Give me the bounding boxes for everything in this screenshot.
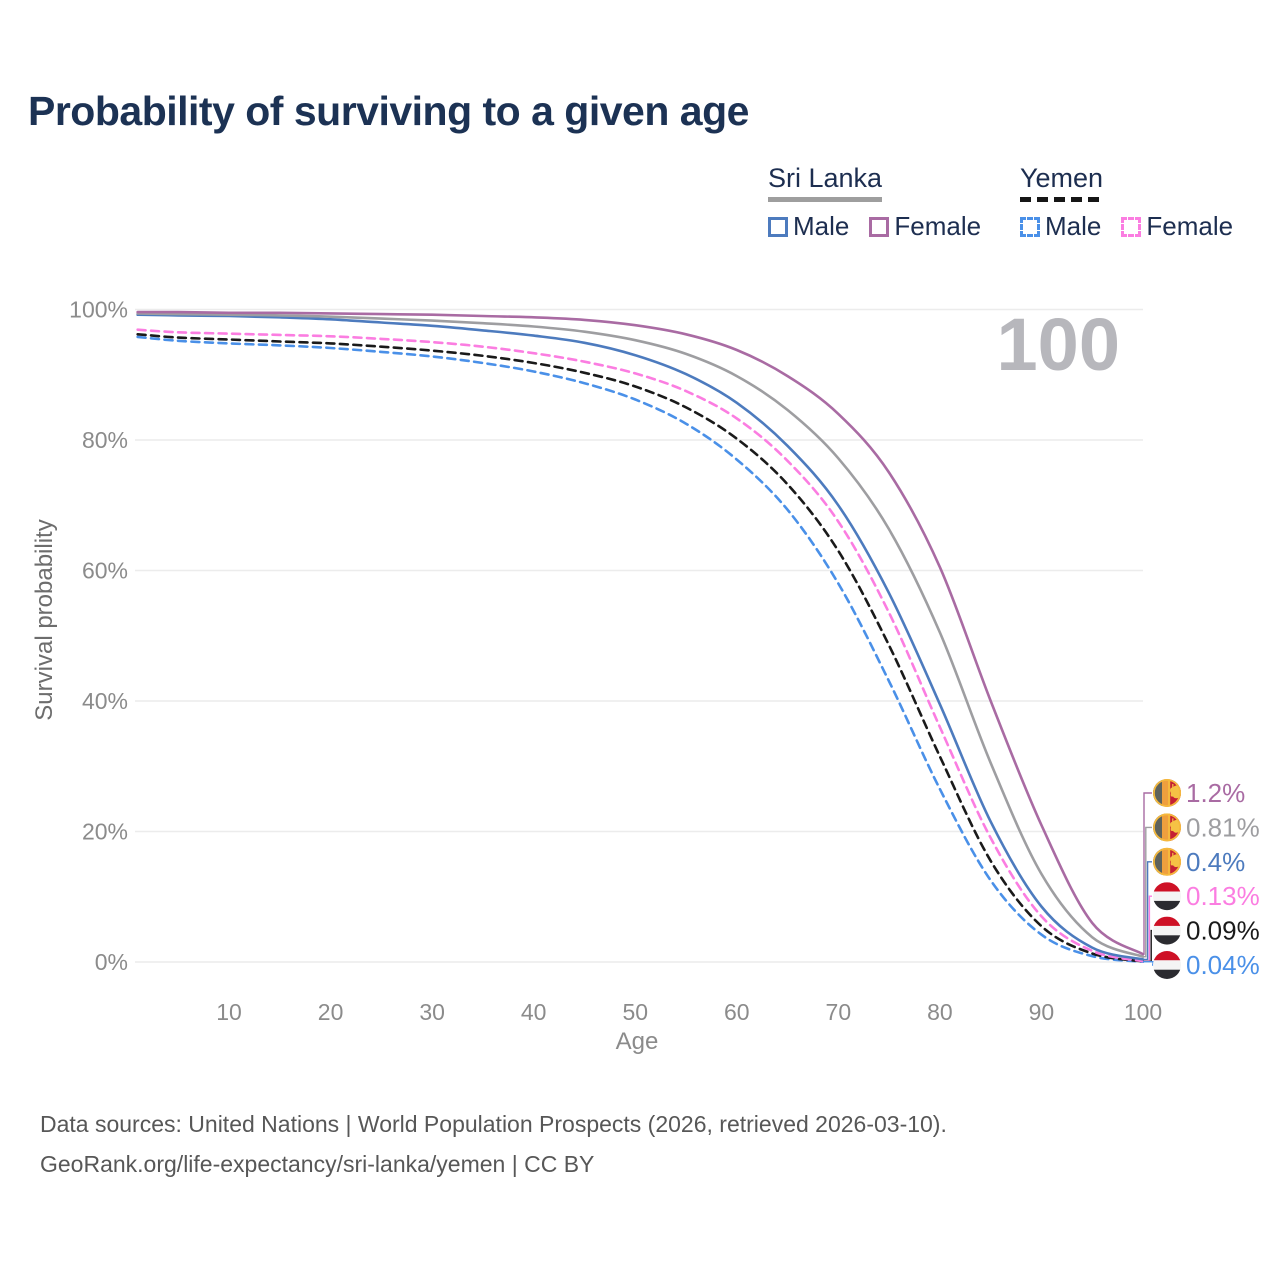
end-label-connector xyxy=(1143,861,1152,961)
page-title: Probability of surviving to a given age xyxy=(28,88,749,134)
end-label-connector xyxy=(1143,961,1154,966)
y-tick-0: 0% xyxy=(95,949,128,975)
age-watermark: 100 xyxy=(997,303,1120,386)
yemen-flag-icon xyxy=(1153,916,1181,945)
legend-item-yemen-female[interactable]: Female xyxy=(1146,211,1234,241)
y-tick-80: 80% xyxy=(82,427,128,453)
end-label-connector xyxy=(1143,792,1152,955)
legend-item-yemen-male[interactable]: Male xyxy=(1045,211,1102,241)
y-tick-40: 40% xyxy=(82,688,128,714)
legend-swatch-sri-lanka-female[interactable] xyxy=(869,216,890,237)
legend-item-sri-lanka-female[interactable]: Female xyxy=(894,211,982,241)
x-tick-90: 90 xyxy=(1029,999,1055,1025)
x-axis-tick-labels: 10 20 30 40 50 60 70 80 90 100 xyxy=(216,999,1162,1025)
y-tick-100: 100% xyxy=(69,297,128,323)
curve-yemen-male[interactable] xyxy=(136,335,1145,963)
footer-source-line: Data sources: United Nations | World Pop… xyxy=(40,1111,947,1137)
end-label-value: 1.2% xyxy=(1186,778,1245,808)
curve-sri-lanka-both-sexes[interactable] xyxy=(136,312,1145,958)
x-tick-70: 70 xyxy=(826,999,852,1025)
x-tick-100: 100 xyxy=(1124,999,1162,1025)
sri-lanka-flag-icon xyxy=(1153,847,1181,876)
gridlines xyxy=(135,308,1143,963)
footer-url-line: GeoRank.org/life-expectancy/sri-lanka/ye… xyxy=(40,1151,595,1177)
legend-swatch-yemen-female[interactable] xyxy=(1121,216,1142,237)
legend-underline-sri-lanka xyxy=(768,197,883,202)
end-label-value: 0.4% xyxy=(1186,847,1245,877)
legend-header-yemen[interactable]: Yemen xyxy=(1020,163,1104,193)
sri-lanka-flag-icon xyxy=(1153,813,1181,842)
x-tick-20: 20 xyxy=(318,999,344,1025)
x-tick-50: 50 xyxy=(622,999,648,1025)
y-axis-title: Survival probability xyxy=(31,519,58,720)
end-label-value: 0.81% xyxy=(1186,812,1260,842)
legend-header-sri-lanka[interactable]: Sri Lanka xyxy=(768,163,883,193)
end-label-value: 0.13% xyxy=(1186,881,1260,911)
x-axis-title: Age xyxy=(616,1028,659,1055)
footer: Data sources: United Nations | World Pop… xyxy=(40,1104,947,1184)
x-tick-40: 40 xyxy=(521,999,547,1025)
x-tick-60: 60 xyxy=(724,999,750,1025)
y-tick-20: 20% xyxy=(82,819,128,845)
curve-yemen-both-sexes[interactable] xyxy=(136,332,1145,963)
sri-lanka-flag-icon xyxy=(1153,779,1181,807)
legend-underline-yemen xyxy=(1020,197,1104,202)
curve-sri-lanka-male[interactable] xyxy=(136,313,1145,961)
curve-sri-lanka-female[interactable] xyxy=(136,310,1145,956)
legend-item-sri-lanka-male[interactable]: Male xyxy=(793,211,850,241)
yemen-flag-icon xyxy=(1153,951,1181,979)
series-end-labels: 1.2% 0.81% 0.4% 0.13% 0.09% 0.04% xyxy=(1143,778,1260,980)
x-tick-80: 80 xyxy=(927,999,953,1025)
end-label-value: 0.04% xyxy=(1186,950,1260,980)
end-label-connector xyxy=(1143,826,1152,958)
end-label-value: 0.09% xyxy=(1186,916,1260,946)
y-axis-tick-labels: 0% 20% 40% 60% 80% 100% xyxy=(69,297,128,976)
curves xyxy=(136,310,1145,963)
legend-swatch-sri-lanka-male[interactable] xyxy=(768,216,788,237)
legend-group-yemen: Yemen Male Female xyxy=(1020,163,1253,242)
y-tick-60: 60% xyxy=(82,558,128,584)
legend-group-sri-lanka: Sri Lanka Male Female xyxy=(768,163,1001,242)
yemen-flag-icon xyxy=(1153,882,1181,911)
x-tick-30: 30 xyxy=(419,999,445,1025)
x-tick-10: 10 xyxy=(216,999,242,1025)
legend-swatch-yemen-male[interactable] xyxy=(1020,216,1040,237)
curve-yemen-female[interactable] xyxy=(136,328,1145,963)
